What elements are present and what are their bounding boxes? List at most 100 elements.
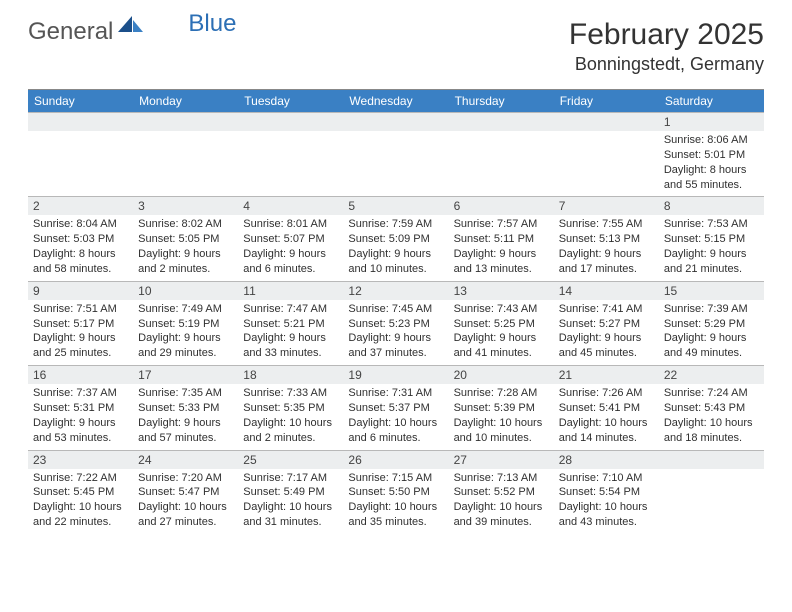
daylight-text: Daylight: 10 hours and 14 minutes. (559, 416, 654, 446)
day-body: Sunrise: 8:04 AMSunset: 5:03 PMDaylight:… (28, 215, 133, 280)
day-body (554, 131, 659, 137)
dow-cell: Wednesday (343, 90, 448, 112)
day-cell (554, 113, 659, 196)
sunset-text: Sunset: 5:35 PM (243, 401, 338, 416)
sunset-text: Sunset: 5:23 PM (348, 317, 443, 332)
day-body: Sunrise: 7:45 AMSunset: 5:23 PMDaylight:… (343, 300, 448, 365)
day-body: Sunrise: 7:49 AMSunset: 5:19 PMDaylight:… (133, 300, 238, 365)
title-block: February 2025 Bonningstedt, Germany (569, 18, 764, 75)
day-number: 9 (28, 282, 133, 300)
daylight-text: Daylight: 9 hours and 41 minutes. (454, 331, 549, 361)
day-number: 22 (659, 366, 764, 384)
day-number: 16 (28, 366, 133, 384)
daylight-text: Daylight: 10 hours and 35 minutes. (348, 500, 443, 530)
day-cell (133, 113, 238, 196)
day-cell (343, 113, 448, 196)
sunrise-text: Sunrise: 7:49 AM (138, 302, 233, 317)
day-number: 18 (238, 366, 343, 384)
sunset-text: Sunset: 5:49 PM (243, 485, 338, 500)
day-body: Sunrise: 7:53 AMSunset: 5:15 PMDaylight:… (659, 215, 764, 280)
day-body: Sunrise: 7:15 AMSunset: 5:50 PMDaylight:… (343, 469, 448, 534)
sunrise-text: Sunrise: 7:10 AM (559, 471, 654, 486)
day-cell: 13Sunrise: 7:43 AMSunset: 5:25 PMDayligh… (449, 282, 554, 365)
day-body: Sunrise: 8:02 AMSunset: 5:05 PMDaylight:… (133, 215, 238, 280)
sunrise-text: Sunrise: 7:26 AM (559, 386, 654, 401)
day-cell: 10Sunrise: 7:49 AMSunset: 5:19 PMDayligh… (133, 282, 238, 365)
daylight-text: Daylight: 10 hours and 27 minutes. (138, 500, 233, 530)
day-cell (28, 113, 133, 196)
sunrise-text: Sunrise: 7:53 AM (664, 217, 759, 232)
day-body: Sunrise: 7:26 AMSunset: 5:41 PMDaylight:… (554, 384, 659, 449)
day-number: 3 (133, 197, 238, 215)
sunset-text: Sunset: 5:47 PM (138, 485, 233, 500)
day-cell (449, 113, 554, 196)
brand-part2: Blue (188, 10, 236, 38)
day-number (28, 113, 133, 131)
day-cell: 7Sunrise: 7:55 AMSunset: 5:13 PMDaylight… (554, 197, 659, 280)
day-cell: 6Sunrise: 7:57 AMSunset: 5:11 PMDaylight… (449, 197, 554, 280)
sunset-text: Sunset: 5:07 PM (243, 232, 338, 247)
day-cell: 26Sunrise: 7:15 AMSunset: 5:50 PMDayligh… (343, 451, 448, 534)
day-cell: 18Sunrise: 7:33 AMSunset: 5:35 PMDayligh… (238, 366, 343, 449)
daylight-text: Daylight: 8 hours and 55 minutes. (664, 163, 759, 193)
day-cell: 3Sunrise: 8:02 AMSunset: 5:05 PMDaylight… (133, 197, 238, 280)
sunrise-text: Sunrise: 7:28 AM (454, 386, 549, 401)
sunset-text: Sunset: 5:50 PM (348, 485, 443, 500)
brand-part1: General (28, 18, 113, 46)
daylight-text: Daylight: 10 hours and 22 minutes. (33, 500, 128, 530)
daylight-text: Daylight: 9 hours and 29 minutes. (138, 331, 233, 361)
day-cell: 19Sunrise: 7:31 AMSunset: 5:37 PMDayligh… (343, 366, 448, 449)
day-number: 5 (343, 197, 448, 215)
sunrise-text: Sunrise: 8:02 AM (138, 217, 233, 232)
day-number: 24 (133, 451, 238, 469)
daylight-text: Daylight: 9 hours and 37 minutes. (348, 331, 443, 361)
day-body (343, 131, 448, 137)
day-cell: 14Sunrise: 7:41 AMSunset: 5:27 PMDayligh… (554, 282, 659, 365)
sunrise-text: Sunrise: 7:17 AM (243, 471, 338, 486)
day-body (449, 131, 554, 137)
sunrise-text: Sunrise: 8:06 AM (664, 133, 759, 148)
sunrise-text: Sunrise: 8:01 AM (243, 217, 338, 232)
day-number (554, 113, 659, 131)
day-number: 28 (554, 451, 659, 469)
daylight-text: Daylight: 10 hours and 2 minutes. (243, 416, 338, 446)
sunset-text: Sunset: 5:29 PM (664, 317, 759, 332)
day-number: 7 (554, 197, 659, 215)
day-cell: 1Sunrise: 8:06 AMSunset: 5:01 PMDaylight… (659, 113, 764, 196)
sunset-text: Sunset: 5:09 PM (348, 232, 443, 247)
sunrise-text: Sunrise: 7:43 AM (454, 302, 549, 317)
day-number: 14 (554, 282, 659, 300)
page-header: General Blue February 2025 Bonningstedt,… (0, 0, 792, 83)
daylight-text: Daylight: 9 hours and 2 minutes. (138, 247, 233, 277)
daylight-text: Daylight: 8 hours and 58 minutes. (33, 247, 128, 277)
day-cell: 24Sunrise: 7:20 AMSunset: 5:47 PMDayligh… (133, 451, 238, 534)
sunset-text: Sunset: 5:27 PM (559, 317, 654, 332)
day-body: Sunrise: 7:22 AMSunset: 5:45 PMDaylight:… (28, 469, 133, 534)
sunrise-text: Sunrise: 7:15 AM (348, 471, 443, 486)
sunrise-text: Sunrise: 8:04 AM (33, 217, 128, 232)
sunset-text: Sunset: 5:01 PM (664, 148, 759, 163)
month-title: February 2025 (569, 18, 764, 52)
day-number: 26 (343, 451, 448, 469)
day-body: Sunrise: 7:47 AMSunset: 5:21 PMDaylight:… (238, 300, 343, 365)
day-cell: 11Sunrise: 7:47 AMSunset: 5:21 PMDayligh… (238, 282, 343, 365)
day-body: Sunrise: 7:57 AMSunset: 5:11 PMDaylight:… (449, 215, 554, 280)
sunrise-text: Sunrise: 7:57 AM (454, 217, 549, 232)
daylight-text: Daylight: 9 hours and 13 minutes. (454, 247, 549, 277)
day-number: 4 (238, 197, 343, 215)
day-of-week-header: SundayMondayTuesdayWednesdayThursdayFrid… (28, 90, 764, 112)
calendar-grid: SundayMondayTuesdayWednesdayThursdayFrid… (28, 89, 764, 534)
location-label: Bonningstedt, Germany (569, 54, 764, 75)
day-body: Sunrise: 7:33 AMSunset: 5:35 PMDaylight:… (238, 384, 343, 449)
dow-cell: Saturday (659, 90, 764, 112)
day-body: Sunrise: 7:10 AMSunset: 5:54 PMDaylight:… (554, 469, 659, 534)
sunset-text: Sunset: 5:45 PM (33, 485, 128, 500)
daylight-text: Daylight: 9 hours and 21 minutes. (664, 247, 759, 277)
daylight-text: Daylight: 10 hours and 6 minutes. (348, 416, 443, 446)
day-body (659, 469, 764, 475)
daylight-text: Daylight: 9 hours and 6 minutes. (243, 247, 338, 277)
day-cell: 25Sunrise: 7:17 AMSunset: 5:49 PMDayligh… (238, 451, 343, 534)
day-cell: 28Sunrise: 7:10 AMSunset: 5:54 PMDayligh… (554, 451, 659, 534)
dow-cell: Tuesday (238, 90, 343, 112)
daylight-text: Daylight: 9 hours and 10 minutes. (348, 247, 443, 277)
